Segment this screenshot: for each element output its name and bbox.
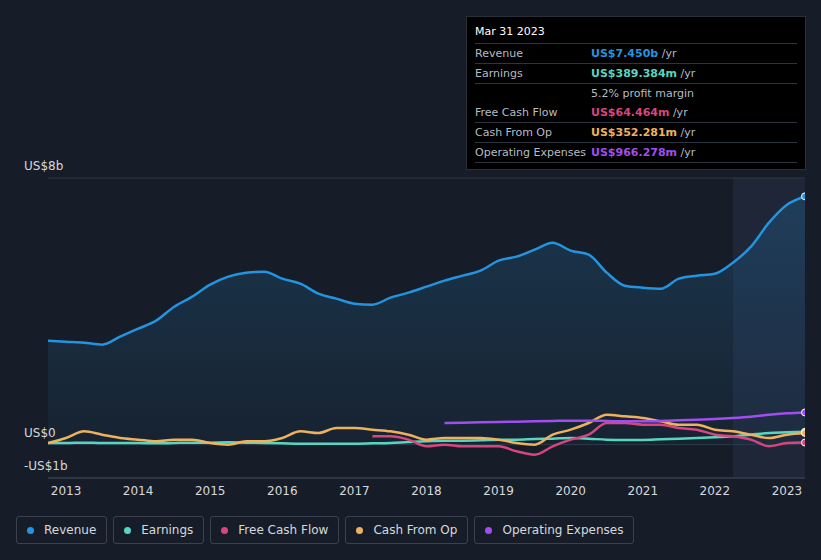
svg-text:2014: 2014	[123, 484, 154, 498]
html-text:Revenue: Revenue	[44, 523, 97, 537]
html-text:Free Cash Flow: Free Cash Flow	[238, 523, 329, 537]
html-text:US$7.450b /yr: US$7.450b /yr	[591, 47, 677, 60]
html-text:Operating Expenses: Operating Expenses	[475, 146, 586, 159]
html-text:Operating Expenses: Operating Expenses	[502, 523, 624, 537]
svg-text:2021: 2021	[628, 484, 659, 498]
svg-text:-US$1b: -US$1b	[24, 459, 68, 473]
html-text:Free Cash Flow: Free Cash Flow	[475, 106, 558, 119]
svg-text:2013: 2013	[51, 484, 82, 498]
html-text:US$352.281m /yr: US$352.281m /yr	[591, 126, 696, 139]
html-text:Earnings: Earnings	[475, 67, 523, 80]
svg-text:2019: 2019	[483, 484, 514, 498]
html-text:Cash From Op: Cash From Op	[475, 126, 552, 139]
svg-text:2020: 2020	[555, 484, 586, 498]
svg-text:2015: 2015	[195, 484, 226, 498]
html-text:US$64.464m /yr: US$64.464m /yr	[591, 106, 688, 119]
html-text:Revenue: Revenue	[475, 47, 523, 60]
svg-text:2023: 2023	[772, 484, 803, 498]
html-text:Cash From Op: Cash From Op	[373, 523, 458, 537]
svg-text:US$8b: US$8b	[24, 159, 63, 173]
html-text:US$389.384m /yr: US$389.384m /yr	[591, 67, 696, 80]
html-text:US$966.278m /yr: US$966.278m /yr	[591, 146, 696, 159]
svg-text:2017: 2017	[339, 484, 370, 498]
svg-text:2018: 2018	[411, 484, 442, 498]
html-text:Mar 31 2023: Mar 31 2023	[475, 25, 545, 38]
html-text:Earnings: Earnings	[141, 523, 194, 537]
svg-text:2016: 2016	[267, 484, 298, 498]
html-text:5.2% profit margin: 5.2% profit margin	[591, 87, 694, 100]
svg-text:US$0: US$0	[24, 426, 56, 440]
svg-text:2022: 2022	[700, 484, 731, 498]
